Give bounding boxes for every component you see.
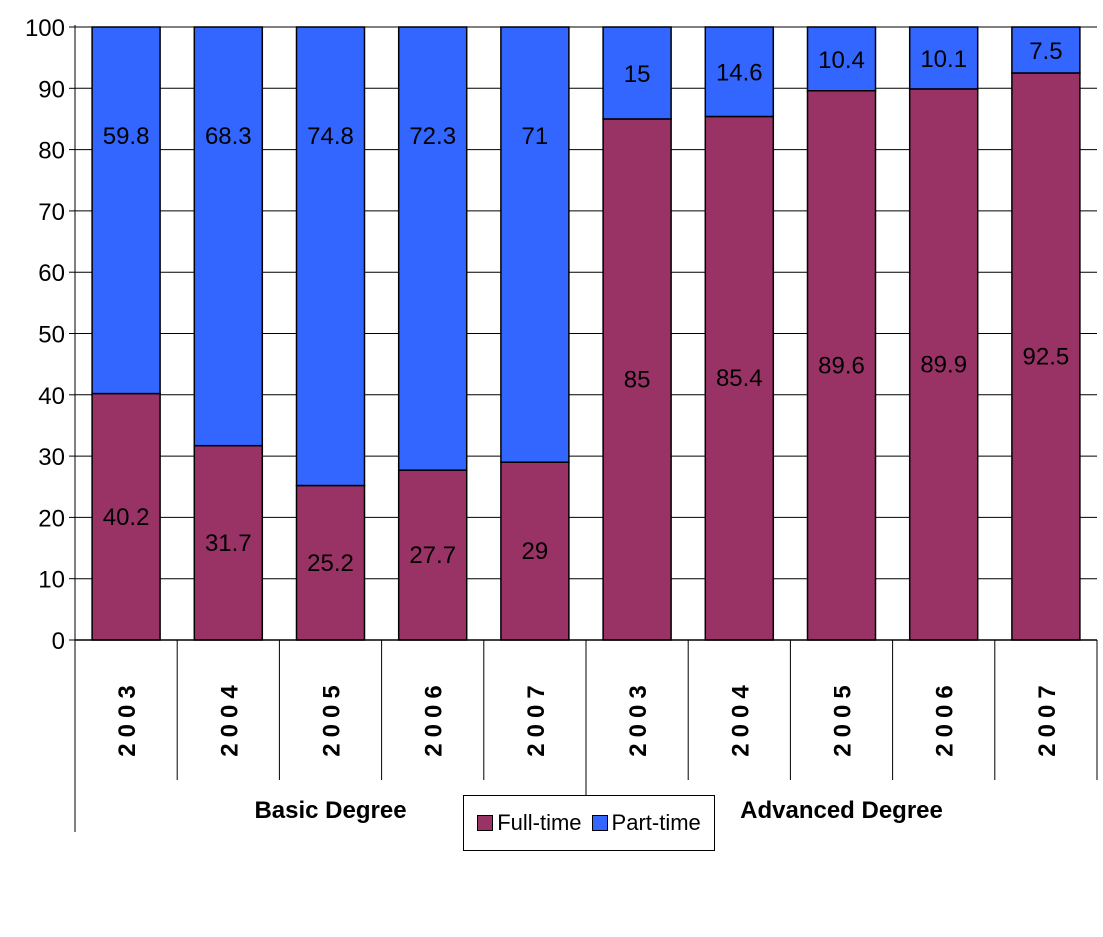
data-label: 89.9 — [920, 351, 967, 378]
x-category-label: 2006 — [932, 679, 959, 756]
x-category-label: 2006 — [421, 679, 448, 756]
data-label: 89.6 — [818, 352, 865, 379]
bar-segment-part-time — [295, 26, 366, 487]
bar-segment-part-time — [397, 26, 468, 471]
data-label: 85.4 — [716, 365, 763, 392]
data-label: 25.2 — [307, 550, 354, 577]
axes: 0 10 20 30 40 50 60 70 80 90 100 2003 2004 2005 2006 20… — [25, 15, 1098, 832]
bar-segment-part-time — [91, 26, 161, 395]
legend-swatch-full-time — [477, 815, 494, 831]
data-label: 31.7 — [205, 530, 252, 557]
data-labels: 40.2 59.8 31.7 68.3 25.2 74.8 27.7 72.3 29 71 85 15… — [103, 38, 1070, 577]
data-label: 10.1 — [920, 46, 967, 73]
legend-item-full-time: Full-time — [477, 810, 582, 836]
bar-segment-part-time — [500, 26, 570, 463]
data-label: 15 — [624, 61, 651, 88]
data-label: 72.3 — [409, 123, 456, 150]
x-category-label: 2007 — [523, 679, 550, 756]
data-label: 14.6 — [716, 60, 763, 87]
y-tick-label: 20 — [38, 505, 65, 532]
x-category-label: 2005 — [319, 679, 346, 756]
bar-segment-part-time — [602, 26, 672, 120]
data-label: 74.8 — [307, 123, 354, 150]
y-tick-label: 70 — [38, 199, 65, 226]
bar-segment-part-time — [704, 26, 775, 118]
y-tick-label: 0 — [52, 628, 65, 655]
bar-segment-full-time — [602, 118, 672, 641]
y-tick-label: 80 — [38, 138, 65, 165]
x-category-label: 2004 — [216, 679, 243, 756]
bar-segment-part-time — [806, 26, 877, 92]
x-category-label: 2004 — [727, 679, 754, 756]
data-label: 85 — [624, 366, 651, 393]
y-tick-label: 100 — [25, 15, 65, 42]
legend: Full-time Part-time — [463, 795, 715, 851]
y-tick-label: 90 — [38, 76, 65, 103]
y-tick-label: 40 — [38, 383, 65, 410]
y-tick-label: 50 — [38, 322, 65, 349]
x-category-label: 2007 — [1034, 679, 1061, 756]
bar-segment-part-time — [193, 26, 264, 447]
x-category-label: 2003 — [625, 679, 652, 756]
data-label: 29 — [522, 538, 549, 565]
data-label: 92.5 — [1023, 343, 1070, 370]
bar-segment-full-time — [500, 461, 570, 641]
data-label: 10.4 — [818, 47, 865, 74]
bar-segment-full-time — [704, 115, 775, 641]
data-label: 27.7 — [409, 542, 456, 569]
x-category-label: 2005 — [830, 679, 857, 756]
group-label: Advanced Degree — [740, 797, 943, 824]
data-label: 59.8 — [103, 123, 150, 150]
data-label: 71 — [522, 123, 549, 150]
data-label: 7.5 — [1029, 38, 1062, 65]
legend-item-part-time: Part-time — [591, 810, 701, 836]
y-tick-label: 10 — [38, 567, 65, 594]
bar-segment-part-time — [1011, 26, 1081, 74]
x-category-label: 2003 — [114, 679, 141, 756]
bar-segment-full-time — [397, 469, 468, 641]
legend-label-full-time: Full-time — [497, 810, 582, 835]
data-label: 40.2 — [103, 504, 150, 531]
y-tick-label: 60 — [38, 260, 65, 287]
group-label: Basic Degree — [254, 797, 406, 824]
legend-label-part-time: Part-time — [611, 810, 701, 835]
bar-segment-part-time — [908, 26, 979, 90]
y-tick-label: 30 — [38, 444, 65, 471]
data-label: 68.3 — [205, 123, 252, 150]
legend-swatch-part-time — [591, 815, 608, 831]
bar-segment-full-time — [295, 484, 366, 641]
